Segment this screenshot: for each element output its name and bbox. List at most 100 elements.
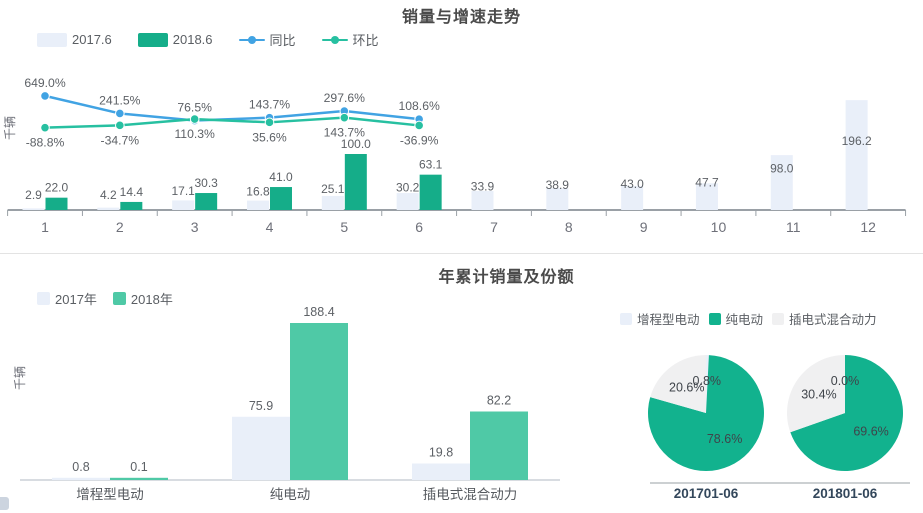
pie-slice-value: 20.6% (669, 381, 704, 395)
pie-1-slice-增程型电动 (706, 354, 709, 413)
trend-bar-value: 14.4 (120, 185, 144, 199)
cumulative-bar-value: 0.1 (130, 460, 147, 474)
cumulative-y-axis-label: 千辆 (13, 366, 27, 390)
cumulative-bar-2018年-c2 (290, 323, 348, 480)
trend-bar-value: 30.2 (396, 181, 420, 195)
pie-1-slice-纯电动 (647, 355, 764, 471)
cumulative-bar-2017年-c2 (232, 416, 290, 480)
trend-x-tick-label: 1 (41, 219, 49, 235)
pie-2-slice-插电式混合动力 (787, 355, 845, 433)
cumulative-x-tick-label: 插电式混合动力 (423, 487, 518, 502)
trend-bar-2017.6-m6 (396, 193, 419, 210)
trend-bar-value: 98.0 (770, 162, 794, 176)
cumulative-bar-2017年-c3 (412, 463, 470, 480)
legend-label: 2018年 (130, 292, 173, 307)
trend-bar-2017.6-m1 (22, 208, 45, 210)
legend-item-trend-2[interactable]: 同比 (238, 30, 296, 49)
share-pies-canvas[interactable]: 0.8% 78.6% 20.6% 201701-06 0.0% 69.6% 30.4% 201… (610, 300, 923, 513)
trend-bar-value: 63.1 (419, 158, 443, 172)
legend-label: 纯电动 (725, 313, 764, 327)
pie-slice-value: 0.0% (831, 374, 860, 388)
trend-bar-2018.6-m6 (419, 174, 442, 210)
trend-x-tick-label: 3 (191, 219, 199, 235)
trend-x-tick-label: 7 (490, 219, 498, 235)
trend-bar-2017.6-m5 (321, 195, 344, 210)
trend-line-value: 297.6% (324, 91, 365, 105)
legend-item-cum-1[interactable]: 2018年 (112, 289, 173, 308)
pie-slice-value: 69.6% (853, 424, 888, 438)
cumulative-bar-value: 82.2 (487, 394, 511, 408)
trend-line-value: -36.9% (400, 133, 439, 147)
legend-item-trend-3[interactable]: 环比 (321, 30, 379, 49)
trend-bar-2018.6-m1 (45, 197, 68, 210)
cumulative-legend: 2017年 2018年 (37, 289, 173, 308)
trend-line-value: 108.6% (398, 99, 439, 113)
trend-line-point-环比 (40, 122, 50, 133)
trend-y-axis-label: 千辆 (3, 116, 17, 140)
trend-x-tick-label: 6 (415, 219, 423, 235)
trend-bar-2017.6-m11 (770, 155, 793, 210)
legend-label: 2017年 (55, 292, 97, 307)
cumulative-panel: 年累计销量及份额 2017年 2018年 千辆 增程型电动 纯电动 插电式混合动力 0.8… (0, 255, 923, 513)
cumulative-bar-2018年-c3 (470, 411, 528, 480)
pie-slice-value: 78.6% (707, 432, 742, 446)
legend-swatch (772, 312, 785, 325)
trend-bar-2017.6-m7 (471, 191, 494, 210)
trend-line-point-环比 (339, 112, 350, 123)
trend-line-value: 35.6% (252, 130, 287, 144)
legend-label: 2018.6 (172, 32, 213, 47)
legend-swatch (37, 32, 67, 47)
trend-bar-2017.6-m9 (621, 185, 644, 210)
cumulative-bar-2017年-c1 (52, 477, 110, 480)
trend-bar-2017.6-m3 (172, 200, 195, 210)
trend-bar-value: 17.1 (171, 184, 195, 198)
pie-slice-value: 30.4% (801, 388, 836, 402)
pie-slice-value: 0.8% (693, 374, 722, 388)
trend-bar-2017.6-m2 (97, 207, 120, 210)
trend-legend: 2017.6 2018.6 同比 环比 (37, 30, 379, 49)
trend-panel: 销量与增速走势 2017.6 2018.6 同比 环比 千辆 1 2 3 4 5 6 7 8 9 10 11… (0, 0, 923, 253)
trend-bar-value: 196.2 (842, 134, 872, 148)
legend-swatch (620, 312, 632, 325)
trend-x-tick-label: 8 (565, 219, 573, 235)
section-divider (0, 253, 923, 254)
trend-chart-title: 销量与增速走势 (401, 9, 521, 26)
trend-bar-2017.6-m4 (246, 200, 269, 210)
pie-axis-label: 201701-06 (674, 486, 739, 501)
legend-item-trend-0[interactable]: 2017.6 (37, 32, 112, 47)
trend-bar-2017.6-m10 (695, 183, 718, 210)
legend-item-pie-1[interactable]: 纯电动 (708, 309, 764, 328)
legend-item-pie-2[interactable]: 插电式混合动力 (772, 309, 877, 328)
trend-line-value: 110.3% (174, 127, 215, 141)
legend-item-trend-1[interactable]: 2018.6 (137, 32, 213, 47)
trend-line-point-环比 (414, 120, 424, 131)
trend-bar-value: 47.7 (695, 176, 719, 190)
legend-label: 环比 (352, 33, 379, 48)
trend-line-point-同比 (40, 91, 50, 101)
trend-x-tick-label: 11 (786, 219, 801, 235)
trend-line-value: 143.7% (249, 98, 290, 112)
trend-line-value: 241.5% (99, 93, 140, 107)
trend-x-tick-label: 4 (266, 219, 274, 235)
trend-line-value: 143.7% (324, 126, 365, 140)
legend-item-cum-0[interactable]: 2017年 (37, 289, 97, 308)
cumulative-bar-value: 0.8 (72, 460, 89, 474)
cumulative-bar-2018年-c1 (110, 477, 168, 480)
legend-label: 同比 (269, 33, 296, 48)
trend-x-tick-label: 2 (116, 219, 124, 235)
trend-bar-value: 100.0 (341, 137, 371, 151)
cumulative-bar-value: 75.9 (249, 399, 273, 413)
trend-line-point-环比 (115, 120, 125, 131)
trend-bar-2017.6-m8 (546, 188, 569, 210)
trend-bar-value: 22.0 (45, 181, 69, 195)
legend-swatch (708, 312, 721, 325)
trend-line-value: 76.5% (177, 101, 212, 115)
trend-bar-2018.6-m5 (344, 154, 367, 210)
legend-item-pie-0[interactable]: 增程型电动 (620, 309, 700, 328)
trend-chart-canvas[interactable]: 千辆1 2 3 4 5 6 7 8 9 10 11 122.9 4.2 17.1 16.8 25.1 30.2 3… (0, 50, 923, 253)
trend-line-point-环比 (264, 117, 275, 128)
trend-bar-value: 4.2 (100, 188, 117, 202)
trend-bar-value: 2.9 (25, 188, 42, 202)
